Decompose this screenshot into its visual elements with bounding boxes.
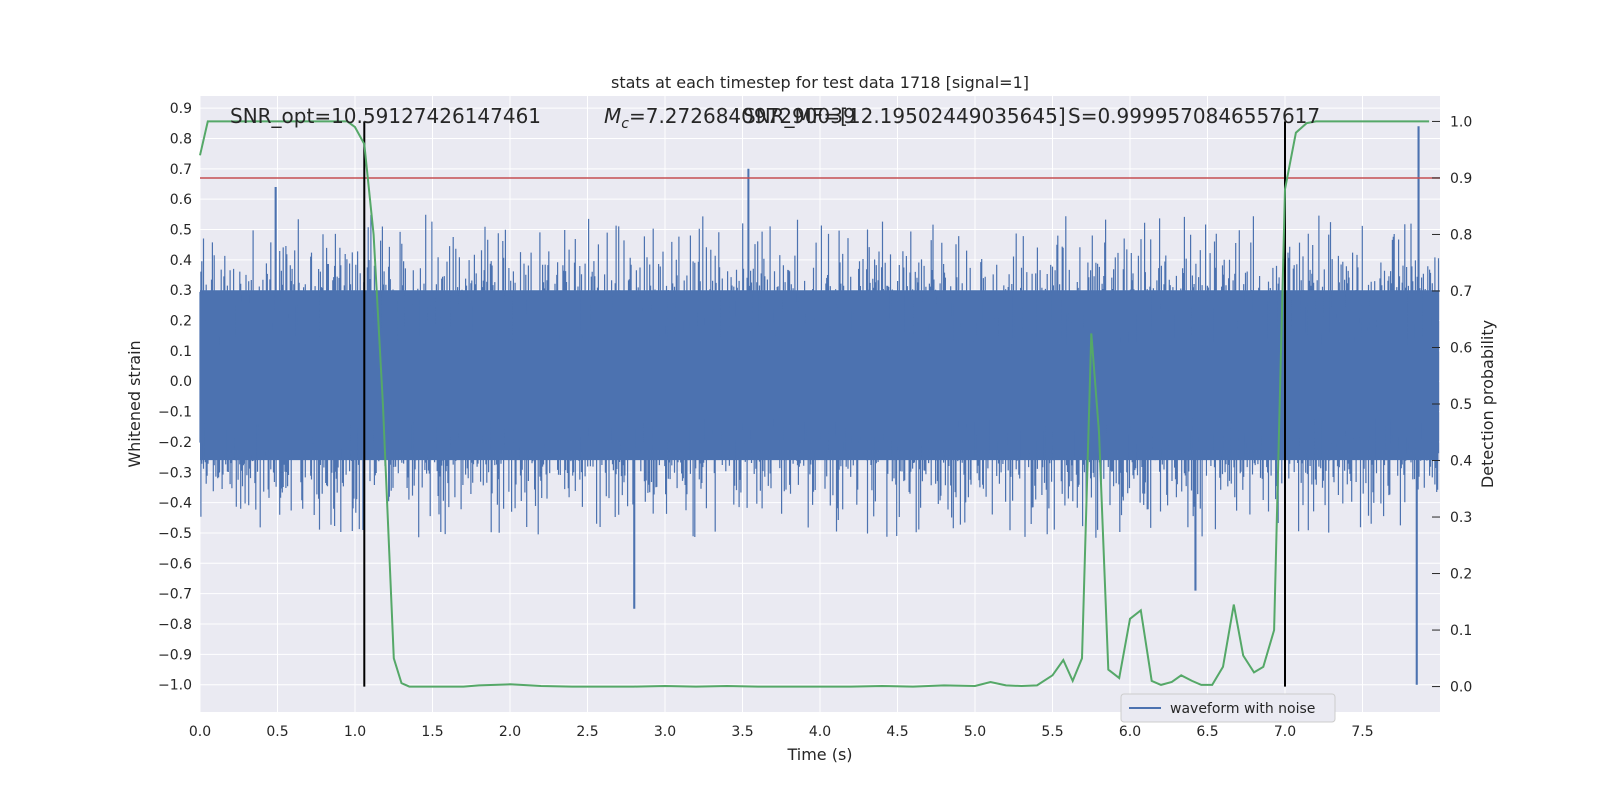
x-tick-label: 5.0 [964,724,986,740]
y2-tick-labels: 0.0 0.1 0.2 0.3 0.4 0.5 0.6 0.7 0.8 0.9 1.0 [1432,114,1472,696]
x-tick-label: 0.5 [266,724,288,740]
y-tick-label: 0.5 [170,223,192,239]
y-tick-label: −0.7 [158,587,192,603]
legend-box [1120,693,1336,723]
x-tick-label: 1.0 [344,724,366,740]
y-tick-label: −0.3 [158,465,192,481]
x-tick-label: 5.5 [1041,724,1063,740]
y-tick-label: −1.0 [158,678,192,694]
x-tick-label: 6.5 [1196,724,1218,740]
waveform-series [199,126,1440,685]
x-tick-label: 3.0 [654,724,676,740]
y2-tick-label: 0.3 [1450,510,1472,526]
legend: waveform with noise [1120,693,1336,723]
y-tick-label: −0.5 [158,526,192,542]
annotation-chirp-mass-value: =7.272684097290039 [629,104,856,128]
y-tick-label: −0.4 [158,496,192,512]
annotation-chirp-mass-subscript: c [621,116,629,132]
x-tick-label: 2.5 [576,724,598,740]
y2-axis-label: Detection probability [1478,320,1497,488]
y-tick-label: 0.8 [170,131,192,147]
y2-tick-label: 0.2 [1450,567,1472,583]
x-tick-label: 1.5 [421,724,443,740]
y-tick-label: 0.4 [170,253,192,269]
y-tick-label: 0.0 [170,374,192,390]
y-tick-label: 0.3 [170,283,192,299]
legend-label: waveform with noise [1170,701,1315,717]
y-tick-label: 0.7 [170,162,192,178]
x-axis-label: Time (s) [786,745,852,764]
x-tick-label: 7.5 [1351,724,1373,740]
y2-tick-label: 0.5 [1450,397,1472,413]
y-tick-label: 0.2 [170,314,192,330]
x-tick-label: 3.5 [731,724,753,740]
y-tick-label: 0.1 [170,344,192,360]
y-tick-label: −0.2 [158,435,192,451]
y2-tick-label: 0.1 [1450,623,1472,639]
y2-tick-label: 0.8 [1450,227,1472,243]
x-tick-label: 0.0 [189,724,211,740]
y-axis-label: Whitened strain [125,340,144,467]
y-tick-label: −0.6 [158,556,192,572]
chart-title: stats at each timestep for test data 171… [611,73,1029,92]
y2-tick-label: 0.0 [1450,680,1472,696]
annotation-s-value: S=0.9999570846557617 [1068,104,1320,128]
y-tick-labels: 0.9 0.8 0.7 0.6 0.5 0.4 0.3 0.2 0.1 0.0 −0.1 −0.2 −0… [158,101,192,694]
y2-tick-label: 0.6 [1450,340,1472,356]
y-tick-label: 0.9 [170,101,192,117]
x-tick-label: 6.0 [1119,724,1141,740]
y-tick-label: −0.1 [158,405,192,421]
x-tick-label: 4.5 [886,724,908,740]
y2-tick-label: 0.7 [1450,284,1472,300]
waveform-trace [199,126,1440,685]
x-tick-label: 7.0 [1274,724,1296,740]
annotation-chirp-mass: Mc=7.272684097290039 [604,104,856,132]
y2-tick-label: 0.9 [1450,171,1472,187]
detection-probability-line [199,120,1430,688]
annotation-chirp-mass-symbol: M [604,104,621,128]
y2-tick-label: 1.0 [1450,114,1472,130]
y-tick-label: −0.8 [158,617,192,633]
x-tick-label: 4.0 [809,724,831,740]
x-tick-label: 2.0 [499,724,521,740]
annotation-snr-mf: SNR_MF=[12.19502449035645] [743,104,1066,128]
x-tick-labels: 0.0 0.5 1.0 1.5 2.0 2.5 3.0 3.5 4.0 4.5 5.0 5.5 6.0 6… [189,724,1374,740]
annotation-snr-opt: SNR_opt=10.59127426147461 [230,104,541,128]
y-tick-label: 0.6 [170,192,192,208]
y2-tick-label: 0.4 [1450,454,1472,470]
y-tick-label: −0.9 [158,647,192,663]
